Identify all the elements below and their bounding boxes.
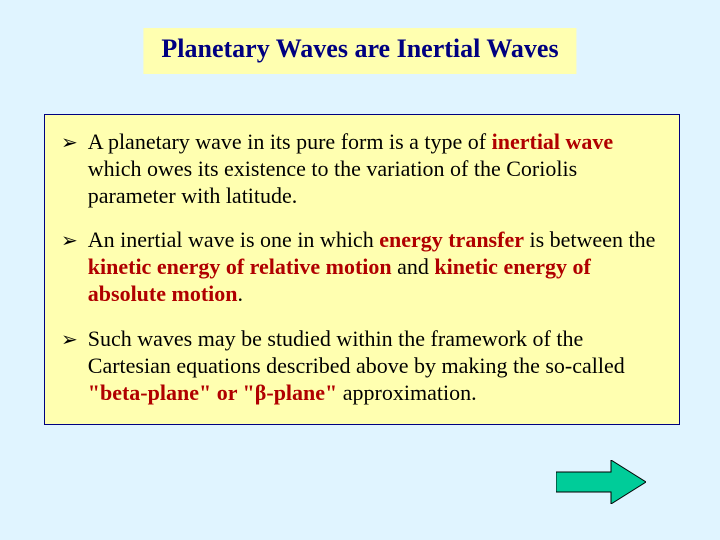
slide: Planetary Waves are Inertial Waves ➢ A pl… bbox=[0, 0, 720, 540]
bullet-item: ➢ Such waves may be studied within the fr… bbox=[61, 326, 663, 406]
next-arrow-button[interactable] bbox=[556, 460, 646, 504]
arrow-right-icon bbox=[556, 460, 646, 504]
bullet-item: ➢ A planetary wave in its pure form is a … bbox=[61, 129, 663, 209]
bullet-text: Such waves may be studied within the fra… bbox=[88, 326, 663, 406]
slide-title: Planetary Waves are Inertial Waves bbox=[143, 28, 576, 74]
bullet-marker-icon: ➢ bbox=[61, 229, 78, 253]
bullet-item: ➢ An inertial wave is one in which energy… bbox=[61, 227, 663, 307]
bullet-text: An inertial wave is one in which energy … bbox=[88, 227, 663, 307]
body-box: ➢ A planetary wave in its pure form is a … bbox=[44, 114, 680, 425]
bullet-marker-icon: ➢ bbox=[61, 131, 78, 155]
bullet-text: A planetary wave in its pure form is a t… bbox=[88, 129, 663, 209]
slide-title-text: Planetary Waves are Inertial Waves bbox=[161, 34, 558, 63]
bullet-marker-icon: ➢ bbox=[61, 328, 78, 352]
